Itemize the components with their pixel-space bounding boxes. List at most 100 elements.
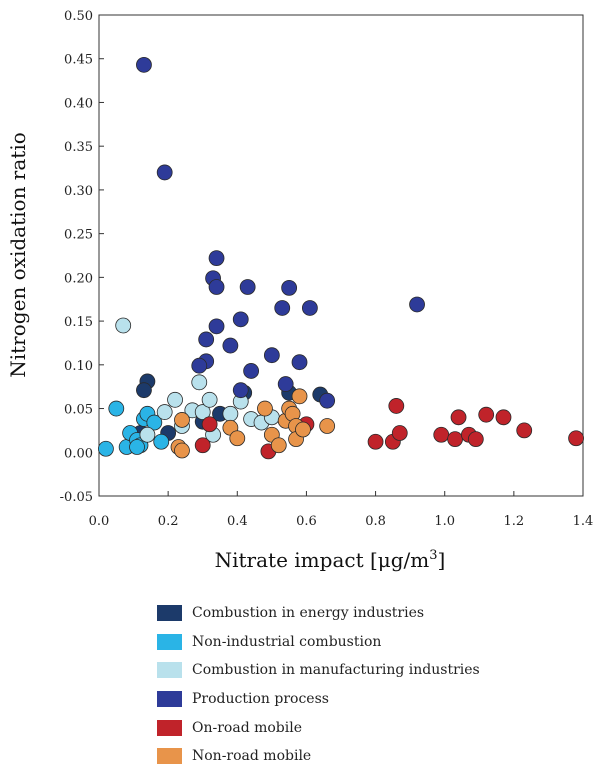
y-tick-label: 0.10 [64,359,93,374]
legend-swatch [157,633,182,650]
data-point [208,250,225,267]
data-point [191,374,208,391]
data-point [391,425,408,441]
data-point [156,164,173,181]
data-point [201,391,218,408]
data-point [301,300,318,316]
data-point [174,412,190,428]
x-tick-label: 0.0 [89,514,110,529]
data-point [194,437,211,454]
data-point [450,409,467,426]
legend-item: On-road mobile [157,713,480,742]
data-point [295,421,311,438]
data-point [208,279,225,295]
data-point [129,439,145,455]
data-point [232,311,249,328]
data-point [568,430,584,447]
data-point [433,426,450,443]
data-point [146,414,163,431]
y-tick-label: 0.00 [64,446,93,461]
data-point [208,318,225,335]
data-point [263,347,280,364]
series-group [194,398,584,460]
data-point [98,440,114,457]
data-point [367,433,384,450]
data-point [447,431,463,448]
data-point [274,300,291,316]
data-point [239,279,256,295]
y-tick-label: 0.50 [64,9,93,24]
data-point [222,337,239,354]
y-tick-label: 0.05 [64,403,93,418]
data-point [108,400,125,417]
data-point [277,376,294,392]
y-tick-label: 0.45 [64,53,93,68]
scatter-chart: 0.0 0.2 0.4 0.6 0.8 1.0 1.2 1.4 -0.05 0.00 0.05 0.1… [6,9,594,572]
data-point [257,400,273,417]
data-point [319,392,336,409]
x-tick-label: 0.2 [158,514,179,529]
y-tick-label: -0.05 [60,490,93,505]
data-point [201,416,218,433]
data-point [222,405,239,422]
x-tick-label: 1.2 [504,514,525,529]
data-point [281,279,298,296]
data-point [388,398,405,414]
x-tick-label: 0.8 [365,514,386,529]
x-axis-title-main: Nitrate impact [μg/m [215,548,430,572]
legend-label: Non-road mobile [192,748,312,765]
series-group [136,56,425,409]
legend-label: Production process [192,691,329,708]
x-tick-label: 1.4 [573,514,594,529]
legend-label: Combustion in energy industries [192,605,425,622]
data-point [115,317,132,334]
series-group [170,388,336,459]
y-tick-label: 0.15 [64,315,93,330]
data-point [191,357,208,374]
legend-swatch [157,719,182,736]
x-axis-title-end: ] [438,548,446,572]
data-point [478,406,495,423]
data-point [136,382,152,399]
data-point [198,331,215,348]
data-point [139,426,156,443]
legend: Combustion in energy industries Non-indu… [157,599,480,771]
data-point [174,442,190,459]
data-point [495,409,512,426]
x-tick-label: 0.6 [296,514,317,529]
legend-swatch [157,748,182,765]
data-point [156,404,173,420]
data-point [153,433,170,450]
data-point [291,388,308,405]
data-point [167,391,183,408]
data-point [229,430,246,447]
legend-item: Production process [157,685,480,714]
y-tick-label: 0.25 [64,228,93,243]
legend-item: Combustion in manufacturing industries [157,656,480,685]
data-point [467,431,484,448]
data-point [136,56,152,73]
y-tick-label: 0.30 [64,184,93,199]
data-point [194,404,211,420]
data-point [291,354,308,371]
data-point [516,422,533,439]
x-axis-title-superscript: 3 [429,548,437,563]
legend-swatch [157,605,182,622]
x-axis-title: Nitrate impact [μg/m3] [215,548,446,572]
legend-label: On-road mobile [192,719,303,736]
data-point [243,363,260,379]
legend-item: Combustion in energy industries [157,599,480,628]
legend-item: Non-road mobile [157,742,480,771]
x-tick-label: 0.4 [227,514,248,529]
legend-label: Combustion in manufacturing industries [192,662,480,679]
data-point [232,382,249,399]
y-tick-label: 0.40 [64,96,93,111]
plot-frame [98,14,584,497]
data-point [319,418,336,434]
y-axis-title: Nitrogen oxidation ratio [6,132,30,378]
legend-item: Non-industrial combustion [157,628,480,657]
legend-label: Non-industrial combustion [192,633,382,650]
data-point [270,437,287,454]
x-tick-label: 1.0 [434,514,455,529]
legend-swatch [157,662,182,679]
